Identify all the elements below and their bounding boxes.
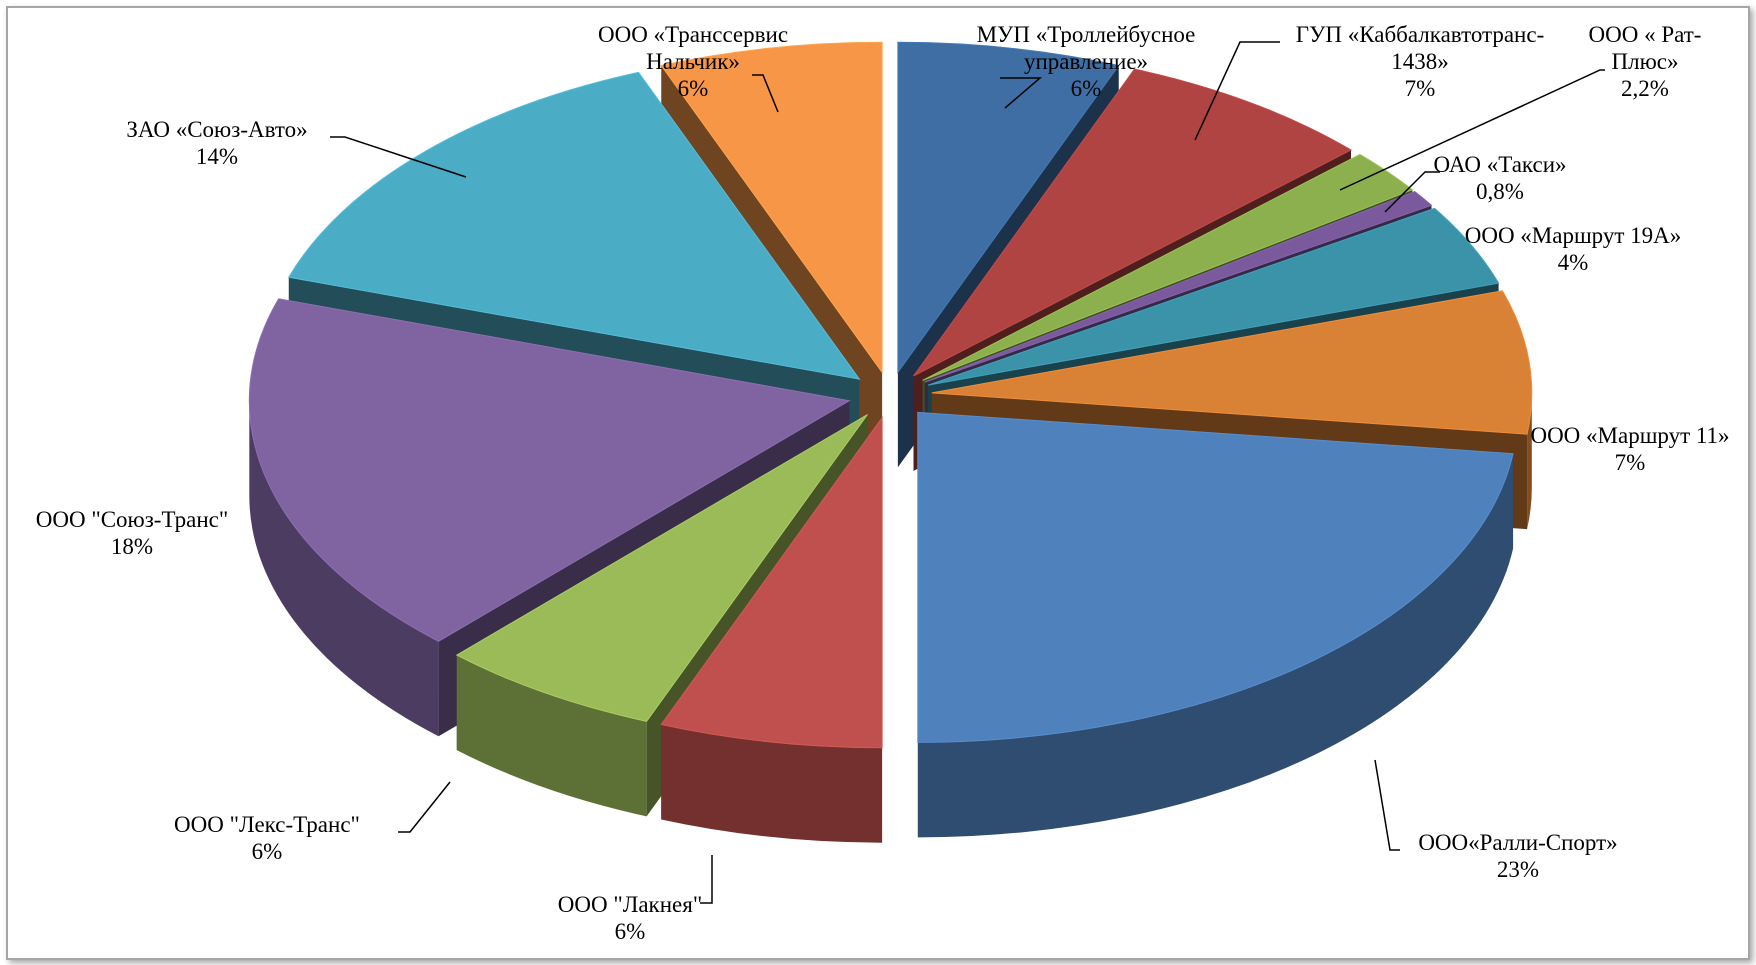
slice-8 xyxy=(660,416,883,843)
leader-line xyxy=(1384,171,1440,213)
leader-line xyxy=(1374,759,1400,851)
slice-label: Нальчик» xyxy=(646,49,740,74)
leader-line xyxy=(700,855,713,904)
slice-percent: 6% xyxy=(678,76,709,101)
slice-percent: 14% xyxy=(196,144,238,169)
slice-top xyxy=(922,153,1414,381)
leader-line xyxy=(1339,69,1605,191)
slice-percent: 0,8% xyxy=(1476,179,1524,204)
slice-label: ОАО «Такси» xyxy=(1433,152,1566,177)
slice-side xyxy=(249,400,439,737)
slice-label: ЗАО «Союз-Авто» xyxy=(126,117,307,142)
slice-top xyxy=(455,414,868,722)
slice-top xyxy=(924,190,1433,383)
slice-7 xyxy=(917,411,1514,838)
slice-label: ГУП «Каббалкавтотранс- xyxy=(1296,22,1544,47)
slice-percent: 6% xyxy=(1071,76,1102,101)
slice-top xyxy=(660,416,883,749)
slice-percent: 18% xyxy=(111,534,153,559)
slice-percent: 4% xyxy=(1558,250,1589,275)
slice-top xyxy=(897,41,1120,374)
slice-label: 1438» xyxy=(1391,49,1449,74)
slice-label: ООО "Лакнея" xyxy=(558,892,702,917)
slice-label: Плюс» xyxy=(1612,49,1679,74)
slice-label: ООО«Ралли-Спорт» xyxy=(1418,830,1617,855)
slice-percent: 6% xyxy=(615,919,646,944)
slice-label: ООО «Транссервис xyxy=(598,22,788,47)
slice-top xyxy=(927,207,1500,386)
slice-top xyxy=(248,298,851,642)
slice-percent: 6% xyxy=(252,839,283,864)
slice-percent: 7% xyxy=(1615,450,1646,475)
slice-label: ООО «Маршрут 11» xyxy=(1530,423,1729,448)
leader-line xyxy=(398,781,451,833)
slice-percent: 23% xyxy=(1497,857,1539,882)
leader-line xyxy=(1000,77,1043,109)
slice-top xyxy=(931,290,1533,435)
slice-label: ООО "Лекс-Транс" xyxy=(174,812,360,837)
slice-top xyxy=(913,68,1353,377)
slice-label: ООО « Рат- xyxy=(1589,22,1702,47)
slice-label: ООО "Союз-Транс" xyxy=(36,507,229,532)
slice-label: управление» xyxy=(1024,49,1148,74)
slice-side xyxy=(1527,392,1532,530)
slice-side xyxy=(456,655,647,817)
slice-top xyxy=(917,411,1514,743)
slice-top xyxy=(660,41,883,374)
leader-line xyxy=(1194,41,1280,141)
slice-label: МУП «Троллейбусное xyxy=(977,22,1196,47)
slice-label: ООО «Маршрут 19А» xyxy=(1465,223,1682,248)
slice-side xyxy=(661,724,883,843)
slice-percent: 2,2% xyxy=(1621,76,1669,101)
slice-percent: 7% xyxy=(1405,76,1436,101)
slice-side xyxy=(917,453,1514,838)
slice-top xyxy=(287,71,861,380)
leader-line xyxy=(330,136,467,178)
leader-line xyxy=(752,74,779,113)
